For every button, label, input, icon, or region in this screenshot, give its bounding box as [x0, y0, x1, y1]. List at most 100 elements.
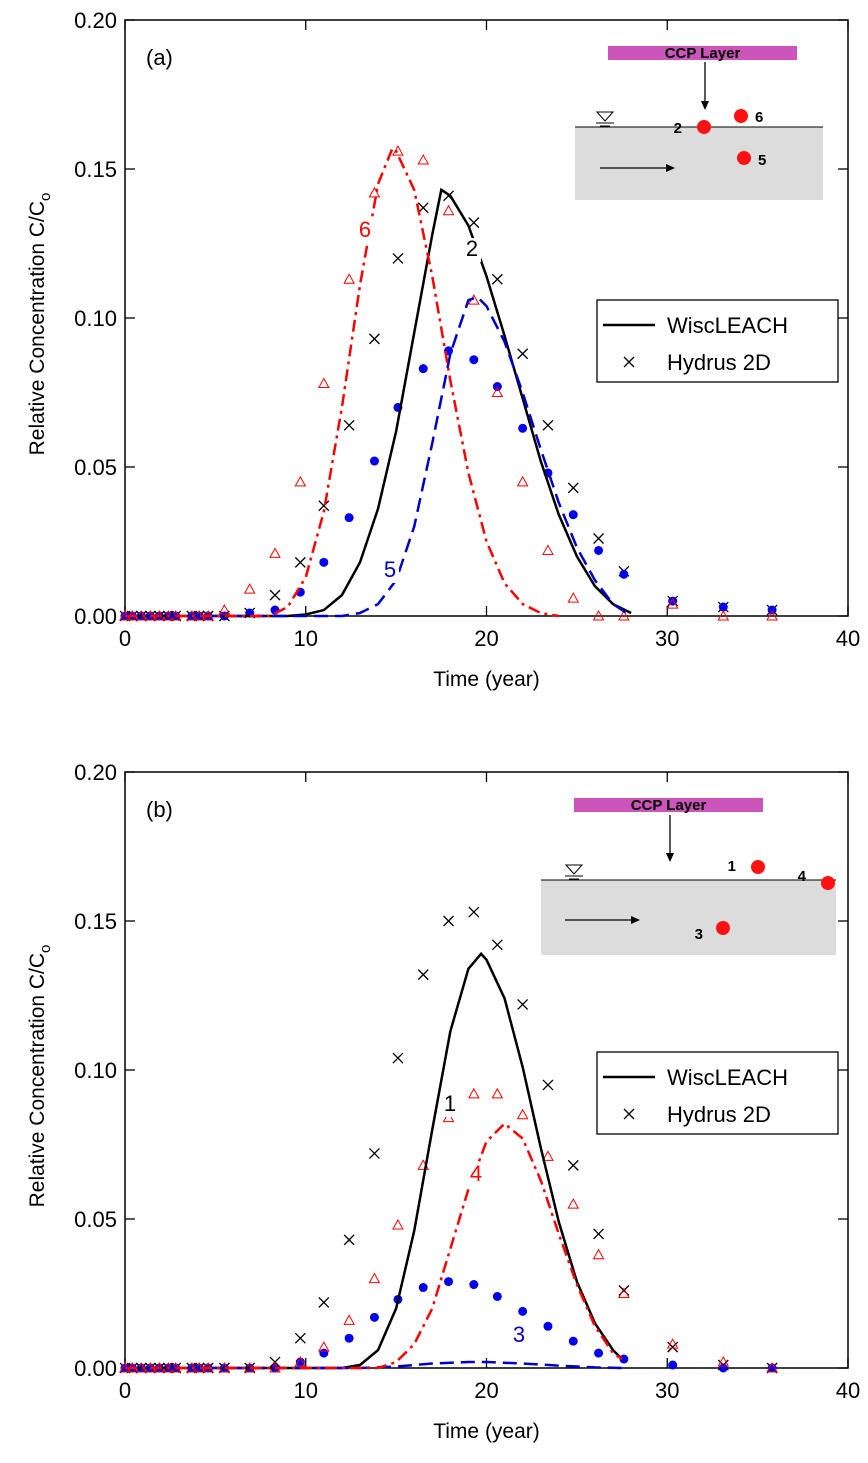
triangle-marker	[442, 204, 455, 216]
triangle-marker	[567, 592, 580, 603]
x-marker	[417, 969, 429, 981]
x-tick-label: 0	[119, 626, 131, 651]
y-axis-title: Relative Concentration C/Co	[26, 945, 54, 1208]
x-marker	[318, 500, 330, 512]
y-tick-label: 0.00	[74, 604, 117, 629]
water-symbol	[564, 864, 584, 875]
y-tick-label: 0.15	[74, 157, 117, 182]
x-tick-label: 20	[474, 626, 498, 651]
well-label: 6	[755, 109, 763, 126]
aquifer-box	[575, 127, 823, 200]
curve-label: 2	[466, 236, 478, 261]
x-marker	[517, 348, 529, 360]
well-label: 2	[674, 120, 682, 137]
x-marker	[593, 533, 605, 544]
triangle-marker	[516, 475, 529, 487]
triangle-marker	[592, 609, 605, 621]
dot-marker	[319, 1348, 329, 1358]
triangle-marker	[343, 1314, 355, 1325]
triangle-marker	[343, 273, 355, 284]
dot-marker	[344, 1333, 354, 1343]
triangle-marker	[542, 544, 554, 555]
triangle-marker	[717, 1356, 730, 1367]
dot-marker	[594, 545, 604, 555]
curve-label-bg	[510, 1324, 528, 1348]
triangle-marker	[516, 1108, 529, 1120]
x-marker	[491, 939, 503, 951]
well-point	[716, 921, 730, 935]
triangle-marker	[317, 377, 330, 389]
y-tick-label: 0.15	[74, 909, 117, 934]
legend-label: WiscLEACH	[667, 1065, 788, 1090]
dot-marker	[518, 1306, 528, 1316]
curve-label-bg	[356, 219, 374, 243]
dot-marker	[369, 456, 379, 466]
well-point	[737, 151, 751, 165]
x-tick-label: 30	[655, 626, 679, 651]
x-marker	[318, 1296, 330, 1308]
curve-label-bg	[441, 1093, 459, 1117]
triangle-marker	[294, 1356, 307, 1367]
dot-marker	[668, 1360, 678, 1370]
dot-marker	[543, 1321, 553, 1331]
ccp-layer-label: CCP Layer	[631, 797, 707, 814]
well-label: 5	[758, 152, 766, 169]
triangle-marker	[567, 1198, 580, 1209]
dot-marker	[444, 1277, 454, 1287]
y-axis-title-main: Relative Concentration C/C	[26, 201, 49, 455]
curve	[125, 951, 623, 1370]
water-symbol	[595, 111, 615, 122]
x-marker	[468, 906, 480, 918]
dot-marker	[469, 1280, 479, 1290]
panel-label: (a)	[146, 45, 173, 70]
well-point	[734, 109, 748, 123]
arrow-head	[666, 853, 674, 862]
aquifer-box	[541, 880, 836, 955]
x-marker	[623, 356, 635, 368]
curve	[125, 187, 632, 618]
dot-marker	[718, 602, 728, 612]
dot-marker	[594, 1348, 604, 1358]
triangle-marker	[218, 604, 231, 615]
y-axis-title: Relative Concentration C/Co	[26, 193, 54, 456]
x-marker	[567, 482, 579, 494]
well-label: 4	[798, 868, 807, 885]
triangle-marker	[294, 475, 307, 487]
dot-marker	[369, 1312, 379, 1322]
y-tick-label: 0.20	[74, 760, 117, 785]
legend-label: Hydrus 2D	[667, 350, 771, 375]
triangle-marker	[317, 1341, 330, 1352]
panel-label: (b)	[146, 797, 173, 822]
triangle-marker	[368, 186, 381, 198]
x-marker	[517, 998, 529, 1010]
arrow-head	[701, 101, 709, 110]
dot-marker	[295, 1357, 305, 1367]
y-axis-title-main: Relative Concentration C/C	[26, 953, 49, 1207]
triangle-marker	[766, 1361, 778, 1373]
y-tick-label: 0.00	[74, 1356, 117, 1381]
x-marker	[343, 1234, 355, 1246]
dot-marker	[619, 1354, 629, 1364]
x-tick-label: 0	[119, 1378, 131, 1403]
curve-label-bg	[467, 1163, 485, 1187]
x-axis-title: Time (year)	[433, 668, 540, 691]
x-marker	[491, 273, 503, 285]
curve-label: 4	[470, 1161, 482, 1186]
x-marker	[392, 1052, 404, 1064]
y-axis-title-subscript: o	[37, 945, 54, 953]
dot-marker	[619, 569, 629, 579]
x-tick-label: 30	[655, 1378, 679, 1403]
dot-marker	[418, 364, 428, 374]
curve	[125, 146, 560, 618]
y-axis-title-subscript: o	[37, 193, 54, 201]
x-tick-label: 10	[294, 626, 318, 651]
x-marker	[623, 1108, 635, 1120]
x-marker	[468, 217, 480, 229]
curve-label: 3	[513, 1322, 525, 1347]
legend-box	[596, 1051, 839, 1135]
dot-marker	[469, 355, 479, 365]
dot-marker	[319, 557, 329, 567]
x-marker	[368, 1147, 380, 1159]
well-label: 1	[728, 858, 736, 875]
curve-label: 1	[444, 1091, 456, 1116]
